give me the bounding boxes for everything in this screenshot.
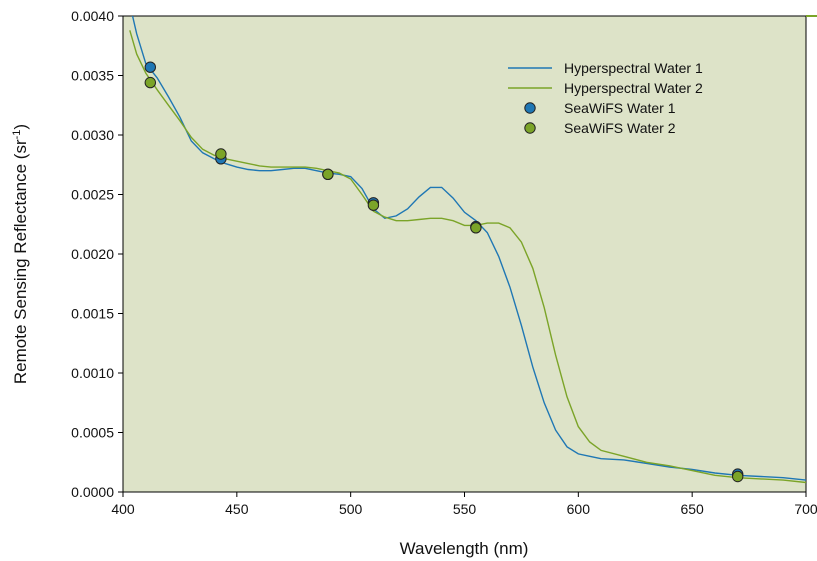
legend-point-swatch — [524, 122, 536, 134]
x-axis-title: Wavelength (nm) — [400, 539, 529, 558]
x-tick-label: 450 — [225, 501, 249, 517]
y-tick-label: 0.0030 — [71, 127, 114, 143]
legend-point-swatch — [524, 102, 536, 114]
y-axis-title-main: Remote Sensing Reflectance (sr — [11, 139, 30, 384]
x-tick-label: 400 — [111, 501, 135, 517]
x-tick-label: 500 — [339, 501, 363, 517]
y-tick-label: 0.0015 — [71, 306, 114, 322]
legend: Hyperspectral Water 1 Hyperspectral Water… — [508, 60, 703, 136]
series-3-point — [144, 61, 157, 73]
series-4-point — [367, 199, 380, 211]
y-tick-label: 0.0010 — [71, 365, 114, 381]
x-tick-label: 700 — [794, 501, 817, 517]
series-4-point — [470, 222, 482, 234]
x-tick-label: 550 — [453, 501, 477, 517]
legend-label: Hyperspectral Water 2 — [564, 80, 703, 96]
x-tick-label: 600 — [567, 501, 591, 517]
series-4-point — [732, 470, 744, 483]
y-tick-label: 0.0000 — [71, 484, 114, 500]
series-4-point — [215, 148, 227, 160]
y-tick-label: 0.0005 — [71, 425, 114, 441]
legend-label: SeaWiFS Water 1 — [564, 100, 676, 116]
y-axis-title-superscript: -1 — [11, 130, 23, 140]
axes-layer: 400 450 500 550 600 650 700 0.0000 0.0005 0.0010 0… — [71, 8, 817, 517]
series-4-point — [322, 168, 334, 181]
legend-label: SeaWiFS Water 2 — [564, 120, 676, 136]
series-layer — [129, 16, 806, 484]
y-tick-label: 0.0025 — [71, 187, 114, 203]
plot-background — [122, 15, 807, 493]
x-tick-label: 650 — [680, 501, 704, 517]
y-axis-title: Remote Sensing Reflectance (sr-1) — [11, 124, 30, 384]
y-tick-label: 0.0040 — [71, 8, 114, 24]
series-4-point — [144, 76, 157, 89]
y-axis-title-tail: ) — [11, 124, 30, 130]
y-tick-label: 0.0035 — [71, 68, 114, 84]
legend-label: Hyperspectral Water 1 — [564, 60, 703, 76]
y-tick-label: 0.0020 — [71, 246, 114, 262]
